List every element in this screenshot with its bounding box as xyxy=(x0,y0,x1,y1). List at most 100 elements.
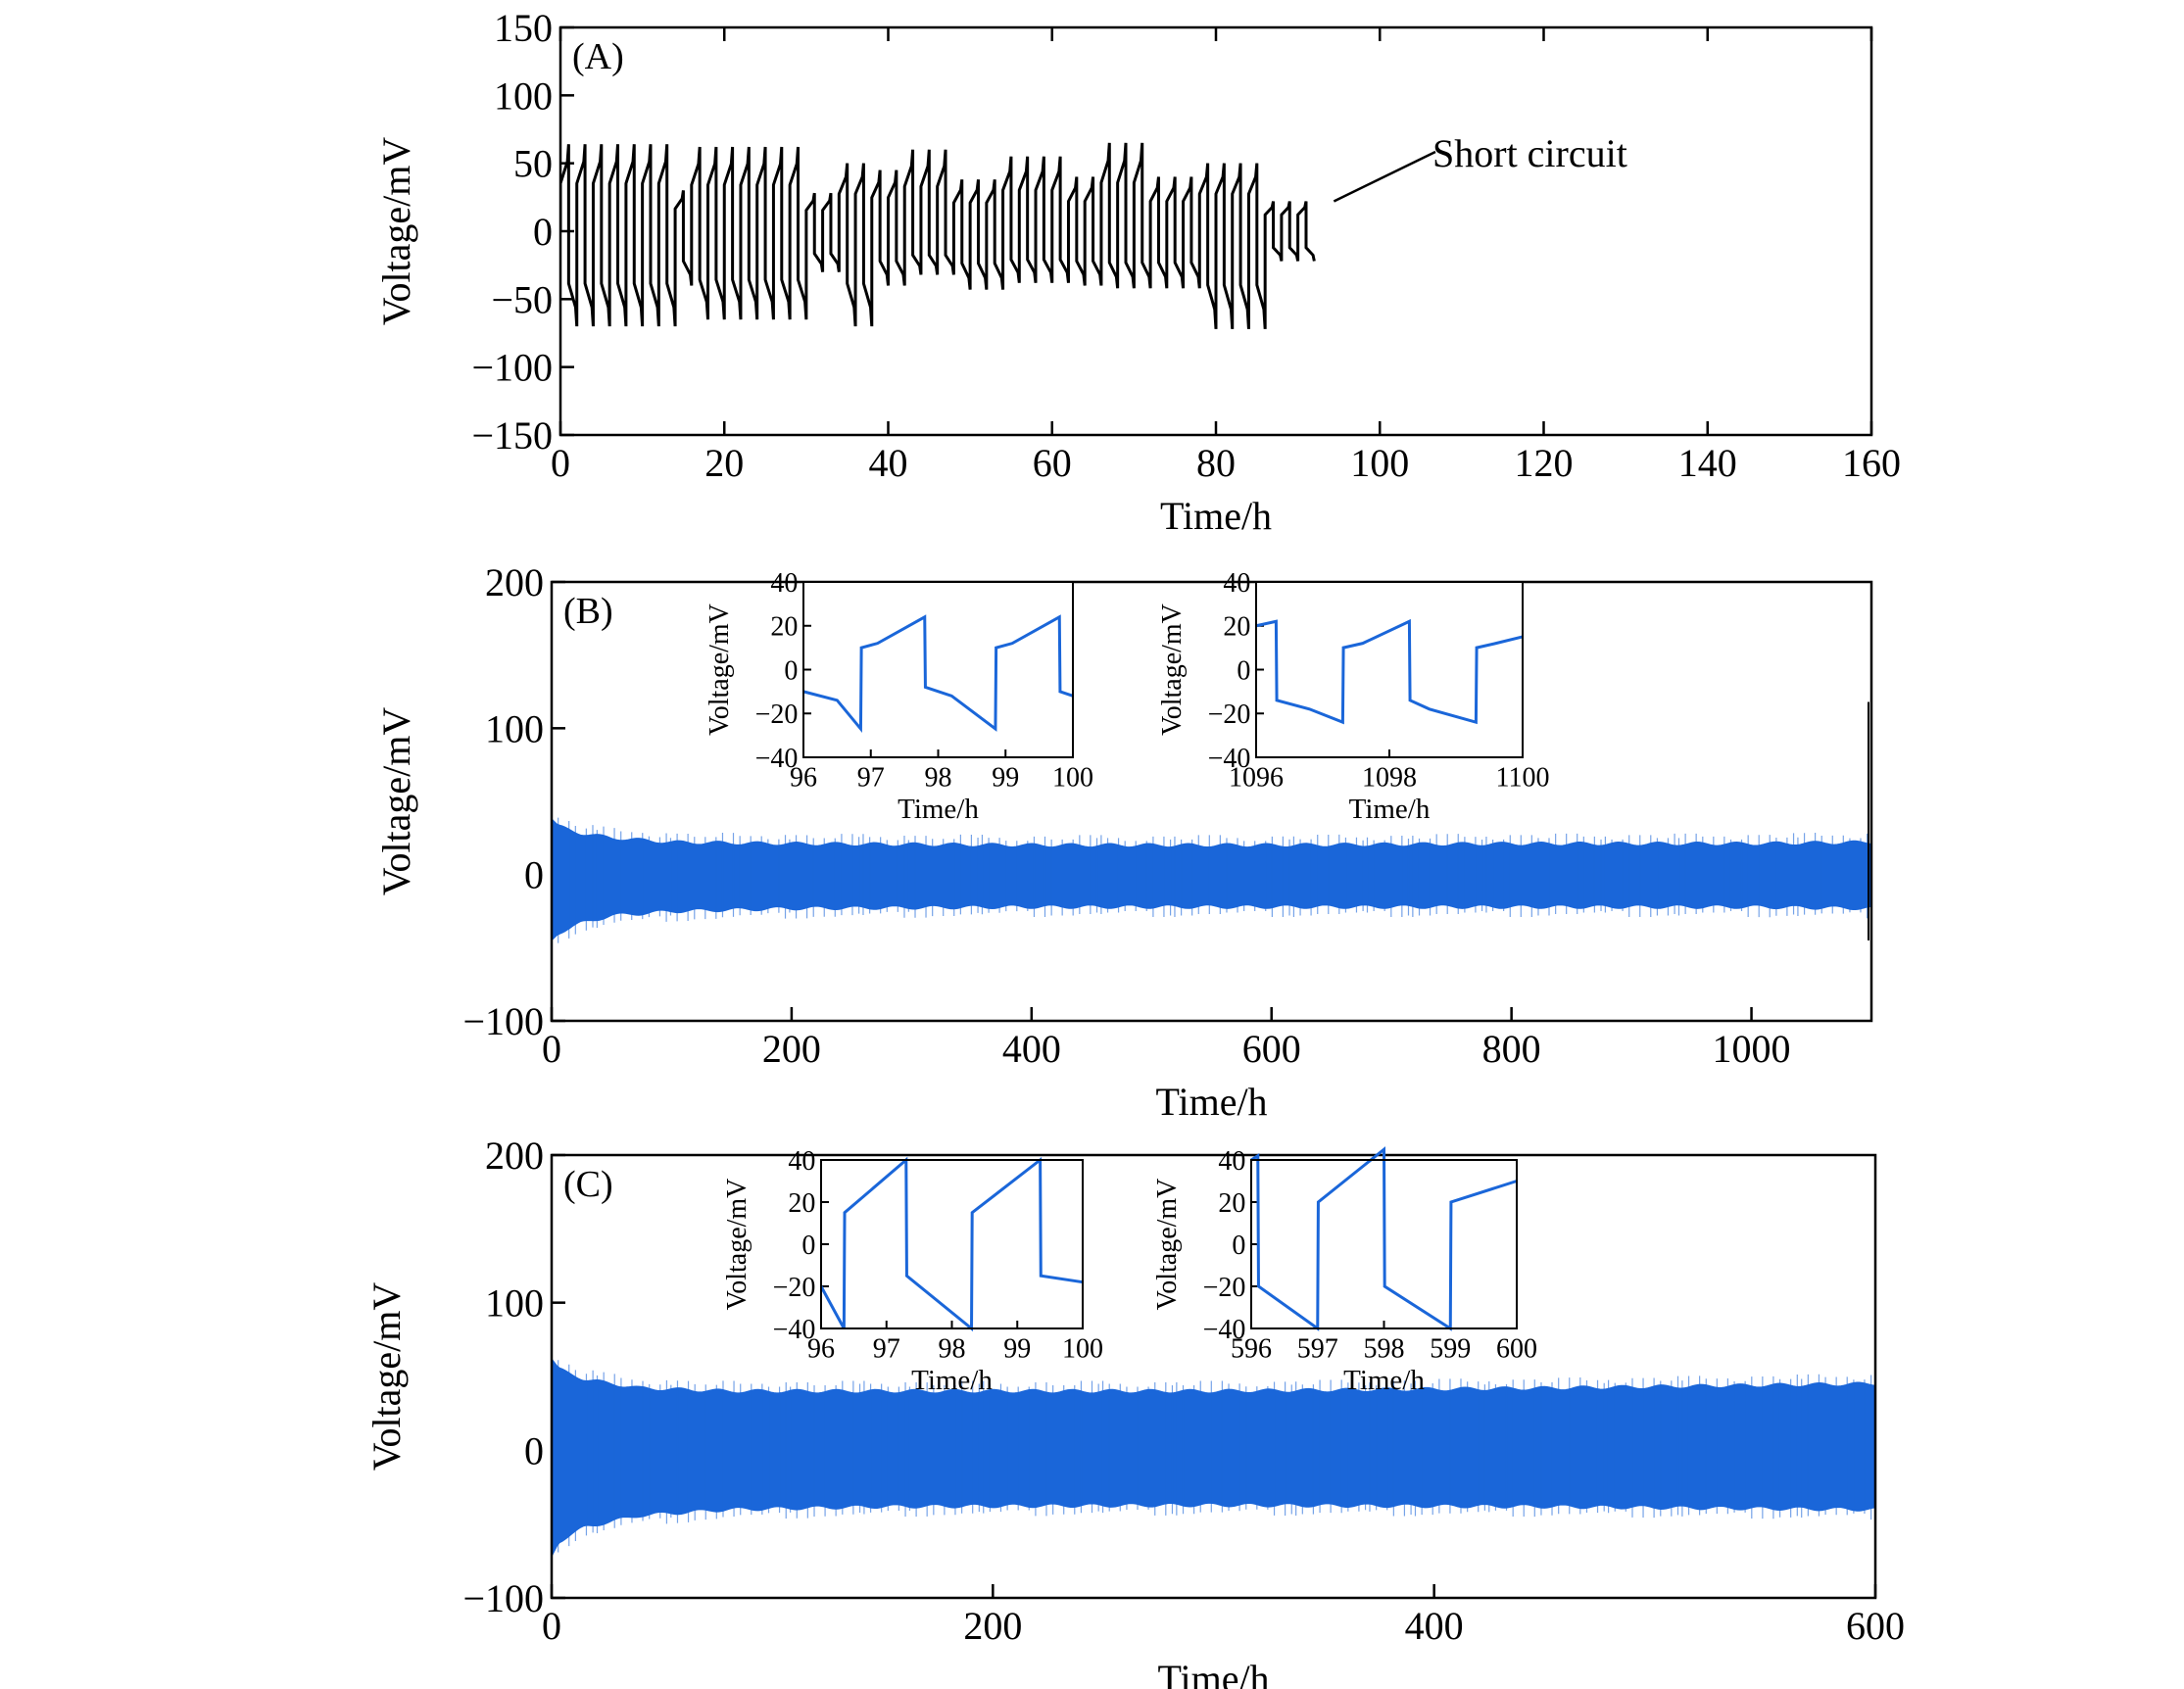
plot-frame xyxy=(550,580,1873,1023)
inset-x-axis-label: Time/h xyxy=(1349,794,1431,825)
x-tick-label: 1096 xyxy=(1229,762,1284,793)
x-tick-label: 1098 xyxy=(1362,762,1417,793)
x-tick-label: 598 xyxy=(1364,1333,1405,1364)
x-tick-label: 599 xyxy=(1430,1333,1471,1364)
y-tick-label: −100 xyxy=(462,999,544,1043)
y-tick-label: 100 xyxy=(485,1281,544,1326)
x-tick-label: 160 xyxy=(1842,441,1901,485)
y-axis-label: Voltage/mV xyxy=(374,137,418,326)
y-tick-label: −150 xyxy=(471,413,553,458)
x-tick-label: 600 xyxy=(1242,1027,1301,1071)
y-tick-label: 0 xyxy=(524,853,544,897)
x-axis-label: Time/h xyxy=(1160,494,1272,538)
y-tick-label: 200 xyxy=(485,1134,544,1178)
inset-frame xyxy=(1250,1159,1518,1329)
x-tick-label: 120 xyxy=(1515,441,1574,485)
y-tick-label: 0 xyxy=(784,655,798,686)
x-tick-label: 200 xyxy=(762,1027,821,1071)
inset-series-line xyxy=(1250,1146,1518,1331)
y-tick-label: 200 xyxy=(485,560,544,604)
x-axis-label: Time/h xyxy=(1155,1080,1267,1124)
x-tick-label: 597 xyxy=(1297,1333,1338,1364)
x-tick-label: 400 xyxy=(1002,1027,1061,1071)
inset-2: 596 597 598 599 600 40 20 0 −20 −40 Time/h Voltage/… xyxy=(1152,1146,1537,1396)
y-tick-label: 0 xyxy=(533,210,553,254)
y-tick-label: 50 xyxy=(513,142,553,186)
panel-a: 0 20 40 60 80 100 120 140 160 150 100 50 0 −50 −100 −15… xyxy=(374,6,1901,538)
inset-y-axis-label: Voltage/mV xyxy=(1152,1179,1183,1311)
panel-c: 0 200 400 6002001000−100(C)Time/hVoltage/mV… xyxy=(364,1134,1905,1689)
panel-b: 0 200 400 600 800 10002001000−100(B)Time/hVol… xyxy=(374,560,1873,1124)
inset-x-axis-label: Time/h xyxy=(898,794,979,825)
x-tick-label: 100 xyxy=(1350,441,1409,485)
y-tick-label: 0 xyxy=(1232,1231,1245,1261)
x-tick-label: 0 xyxy=(542,1604,561,1648)
panel-label: (A) xyxy=(572,36,624,77)
y-tick-label: −20 xyxy=(1208,700,1251,730)
x-tick-label: 98 xyxy=(925,762,952,793)
inset-x-axis-label: Time/h xyxy=(911,1365,993,1396)
inset-y-axis-label: Voltage/mV xyxy=(704,603,735,736)
y-tick-label: 40 xyxy=(1218,1146,1245,1177)
inset-series-line xyxy=(802,614,1074,734)
plot-area xyxy=(552,701,1871,945)
x-tick-label: 97 xyxy=(873,1333,900,1364)
x-tick-label: 100 xyxy=(1062,1333,1103,1364)
x-tick-label: 600 xyxy=(1496,1333,1537,1364)
inset-1: 96 97 98 99 100 40 20 0 −20 −40 Time/h Voltage/mV xyxy=(704,568,1093,825)
inset-2: 1096 1098 1100 40 20 0 −20 −40 Time/h Voltage/mV xyxy=(1157,568,1549,825)
inset-y-axis-label: Voltage/mV xyxy=(722,1179,752,1311)
y-tick-label: −40 xyxy=(755,744,799,774)
y-tick-label: 0 xyxy=(1237,655,1250,686)
y-tick-label: 20 xyxy=(788,1188,815,1219)
x-tick-label: 40 xyxy=(869,441,908,485)
x-tick-label: 800 xyxy=(1482,1027,1541,1071)
panel-label: (B) xyxy=(563,591,613,632)
y-tick-label: 100 xyxy=(485,706,544,750)
inset-series-line xyxy=(1255,618,1524,725)
x-tick-label: 98 xyxy=(939,1333,966,1364)
series-voltage-spikes xyxy=(552,1354,1872,1562)
inset-frame xyxy=(1255,581,1524,758)
panel-label: (C) xyxy=(563,1164,613,1205)
x-tick-label: 80 xyxy=(1196,441,1236,485)
series-voltage-spikes xyxy=(552,814,1869,945)
x-tick-label: 1100 xyxy=(1496,762,1550,793)
y-tick-label: −20 xyxy=(1203,1273,1246,1303)
x-tick-label: 596 xyxy=(1231,1333,1272,1364)
x-tick-label: 400 xyxy=(1405,1604,1464,1648)
y-tick-label: −20 xyxy=(755,700,799,730)
x-tick-label: 200 xyxy=(963,1604,1022,1648)
y-axis-label: Voltage/mV xyxy=(364,1282,409,1472)
y-tick-label: −100 xyxy=(462,1576,544,1620)
x-tick-label: 99 xyxy=(992,762,1019,793)
x-tick-label: 600 xyxy=(1846,1604,1905,1648)
series-voltage-band xyxy=(552,1358,1875,1558)
y-axis-label: Voltage/mV xyxy=(374,707,418,896)
inset-series-line xyxy=(819,1156,1084,1332)
y-tick-label: 40 xyxy=(788,1146,815,1177)
x-tick-label: 20 xyxy=(704,441,744,485)
x-tick-label: 1000 xyxy=(1713,1027,1791,1071)
y-tick-label: 150 xyxy=(494,6,553,50)
x-tick-label: 60 xyxy=(1033,441,1072,485)
y-tick-label: −40 xyxy=(773,1315,816,1345)
plot-frame xyxy=(550,1153,1877,1600)
y-tick-label: 100 xyxy=(494,73,553,118)
x-tick-label: 96 xyxy=(790,762,817,793)
x-tick-label: 0 xyxy=(551,441,570,485)
inset-frame xyxy=(820,1159,1084,1329)
inset-background xyxy=(821,1160,1083,1328)
inset-background xyxy=(803,582,1073,757)
y-tick-label: −20 xyxy=(773,1273,816,1303)
y-tick-label: 40 xyxy=(770,568,798,599)
x-axis-label: Time/h xyxy=(1157,1657,1269,1689)
y-tick-label: 40 xyxy=(1223,568,1250,599)
y-tick-label: 20 xyxy=(1218,1188,1245,1219)
series-voltage xyxy=(560,142,1316,329)
plot-area xyxy=(560,142,1316,329)
y-tick-label: −40 xyxy=(1203,1315,1246,1345)
x-tick-label: 96 xyxy=(807,1333,835,1364)
annotation-leader xyxy=(1333,150,1436,203)
